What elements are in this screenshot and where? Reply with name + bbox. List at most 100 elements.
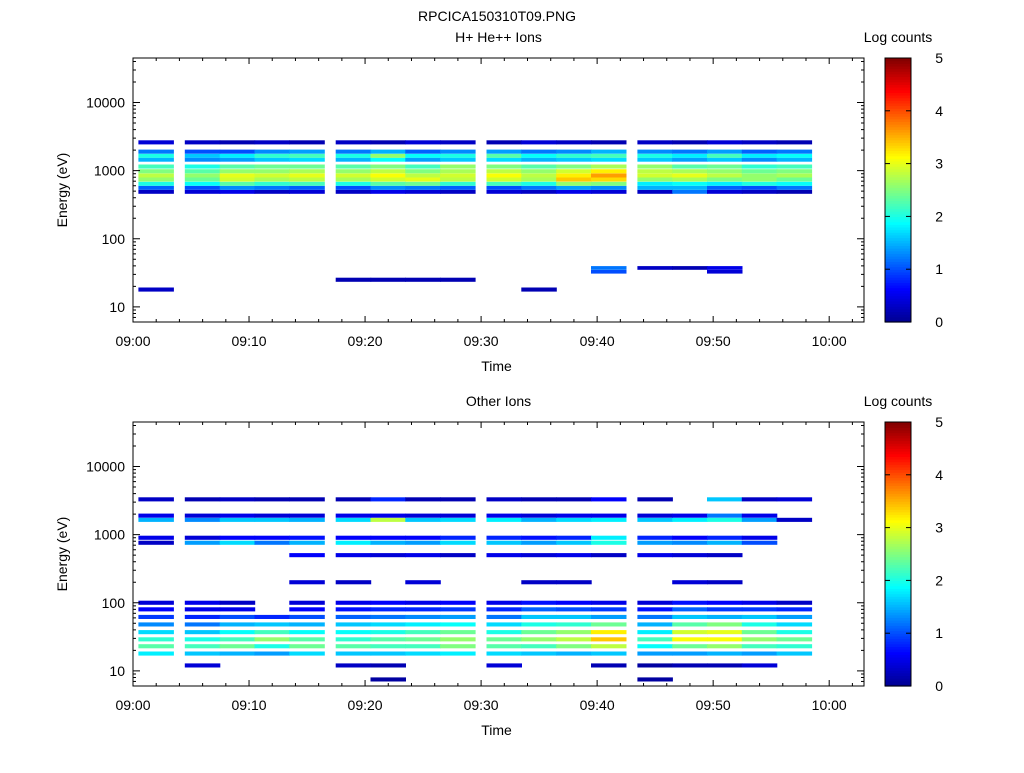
colorbar-segment [885,89,911,93]
heatmap-cell [289,140,325,145]
heatmap-cell [219,651,256,656]
heatmap-cell [219,607,256,612]
heatmap-cell [184,637,221,642]
plot-frame [132,421,865,687]
colorbar-segment [885,680,911,684]
colorbar-segment [885,237,911,241]
heatmap-cell [672,189,708,194]
colorbar-segment [885,261,911,265]
colorbar-tick-label: 4 [935,467,943,483]
heatmap-cell [741,181,778,186]
heatmap-cell [486,173,522,178]
colorbar-segment [885,240,911,244]
heatmap-cell [440,181,476,186]
heatmap-cell [521,644,557,649]
colorbar-segment [885,158,911,162]
heatmap-cell [219,140,256,145]
heatmap-cell [591,153,627,158]
heatmap-cell [672,663,708,668]
heatmap-cell [486,540,522,545]
colorbar-segment [885,150,911,154]
heatmap-cell [637,644,673,649]
heatmap-cell [556,637,592,642]
heatmap-cell [637,663,673,668]
heatmap-cell [707,269,743,274]
heatmap-cell [254,513,290,518]
colorbar-segment [885,511,911,515]
heatmap-cell [486,177,522,182]
heatmap-cell [405,157,441,162]
heatmap-cell [138,513,174,518]
colorbar-segment [885,287,911,291]
colorbar-segment [885,493,911,497]
heatmap-cell [440,651,476,656]
heatmap-cell [138,140,174,145]
colorbar-segment [885,94,911,99]
heatmap-cell [440,185,476,190]
heatmap-cell [486,651,522,656]
heatmap-cell [219,181,256,186]
colorbar-segment [885,205,911,210]
heatmap-cell [440,535,476,540]
heatmap-cell [254,149,290,154]
heatmap-cell [741,149,778,154]
colorbar-segment [885,551,911,555]
heatmap-cell [219,497,256,502]
heatmap-cell [591,535,627,540]
colorbar-segment [885,92,911,96]
heatmap-cell [405,535,441,540]
colorbar-segment [885,490,911,494]
heatmap-cell [591,553,627,558]
heatmap-cell [707,553,743,558]
colorbar-segment [885,588,911,592]
heatmap-cell [741,169,778,174]
y-tick-label: 10000 [86,95,125,111]
heatmap-cell [521,614,557,619]
colorbar-segment [885,569,911,574]
heatmap-cell [556,630,592,635]
heatmap-cell [707,580,743,585]
colorbar-segment [885,524,911,529]
heatmap-cell [219,540,256,545]
heatmap-cell [289,580,325,585]
heatmap-cell [707,173,743,178]
colorbar-segment [885,620,911,624]
heatmap-cell [289,189,325,194]
colorbar-segment [885,609,911,613]
colorbar-segment [885,282,911,286]
colorbar-segment [885,174,911,178]
colorbar-segment [885,649,911,653]
heatmap-cell [486,607,522,612]
colorbar-segment [885,477,911,481]
heatmap-cell [405,497,441,502]
heatmap-cell [184,181,221,186]
heatmap-cell [370,553,406,558]
heatmap-cell [335,622,372,627]
colorbar-segment [885,271,911,276]
heatmap-cell [521,600,557,605]
heatmap-cell [591,622,627,627]
colorbar-segment [885,422,911,426]
heatmap-cell [405,513,441,518]
heatmap-cell [556,553,592,558]
heatmap-cell [741,535,778,540]
heatmap-cell [289,513,325,518]
x-tick-label: 09:30 [464,333,499,349]
heatmap-cell [521,637,557,642]
heatmap-cell [184,517,221,522]
heatmap-cell [556,644,592,649]
heatmap-cell [556,140,592,145]
heatmap-cell [486,517,522,522]
x-axis-label: Time [481,722,512,738]
colorbar-segment [885,506,911,510]
heatmap-cell [184,169,221,174]
heatmap-cell [254,157,290,162]
colorbar-segment [885,451,911,455]
panel-title: Other Ions [466,393,531,409]
heatmap-cell [556,651,592,656]
colorbar-segment [885,232,911,236]
heatmap-cell [486,535,522,540]
colorbar-segment [885,575,911,579]
heatmap-cell [591,651,627,656]
